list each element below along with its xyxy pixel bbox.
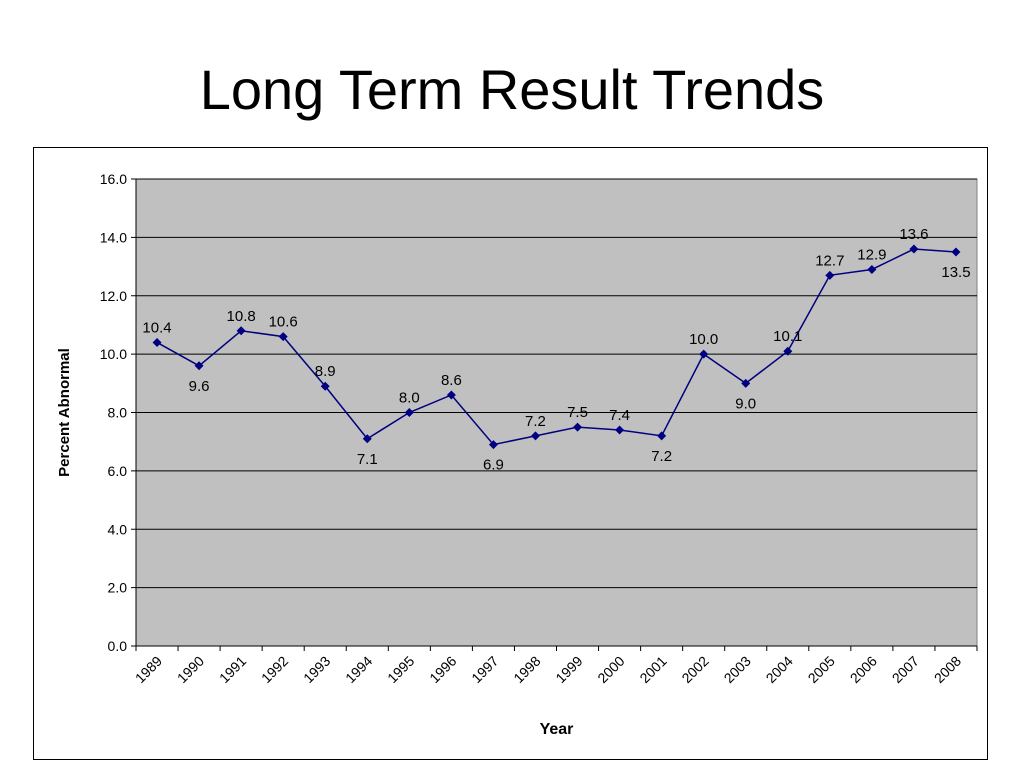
y-tick-label: 14.0: [100, 229, 127, 245]
x-tick-label: 1990: [174, 653, 207, 686]
x-tick-label: 2001: [636, 653, 669, 686]
data-point-marker: [909, 244, 919, 254]
y-tick-label: 8.0: [108, 405, 128, 421]
data-point-marker: [699, 349, 709, 359]
y-tick-label: 4.0: [108, 521, 128, 537]
data-point-marker: [867, 264, 877, 274]
y-tick-label: 10.0: [100, 346, 127, 362]
slide-title: Long Term Result Trends: [199, 58, 825, 121]
data-label: 10.6: [269, 314, 298, 331]
x-tick-label: 1993: [300, 653, 333, 686]
data-label: 10.1: [773, 328, 802, 345]
x-tick-label: 1998: [510, 653, 543, 686]
x-tick-label: 2000: [594, 653, 627, 686]
x-tick-label: 2002: [678, 653, 711, 686]
data-label: 12.9: [857, 246, 886, 263]
y-tick-label: 2.0: [108, 580, 128, 596]
x-axis-title: Year: [540, 721, 574, 738]
x-tick-label: 1999: [552, 653, 585, 686]
data-label: 10.8: [227, 308, 256, 325]
x-tick-label: 1996: [426, 653, 459, 686]
series-line: [156, 248, 957, 446]
data-label: 7.1: [357, 451, 378, 468]
chart-frame: 0.0 2.0 4.0 6.0 8.0 10.0 12.0 14.0 16.0 1989 1990 1…: [33, 147, 988, 760]
data-point-marker: [320, 381, 330, 391]
x-tick-label: 2004: [763, 653, 796, 686]
data-point-marker: [446, 390, 456, 400]
y-tick-label: 6.0: [108, 463, 128, 479]
data-label: 7.5: [567, 404, 588, 421]
data-point-marker: [236, 326, 246, 336]
data-point-marker: [825, 270, 835, 280]
x-tick-label: 1995: [384, 653, 417, 686]
x-tick-label: 2005: [805, 653, 838, 686]
data-point-marker: [404, 408, 414, 417]
data-label: 10.0: [689, 331, 718, 348]
x-tick-label: 1991: [216, 653, 249, 686]
data-point-marker: [488, 440, 498, 450]
x-tick-label: 1992: [258, 653, 291, 686]
data-label: 9.0: [735, 395, 756, 412]
data-point-marker: [657, 431, 667, 441]
data-label: 7.4: [609, 407, 630, 424]
data-label: 10.4: [142, 319, 171, 336]
y-tick-label: 0.0: [108, 638, 128, 654]
data-label: 6.9: [483, 457, 504, 474]
data-point-marker: [362, 434, 372, 444]
data-label: 12.7: [815, 252, 844, 269]
data-point-marker: [615, 425, 625, 435]
data-point-marker: [278, 332, 288, 342]
data-label: 8.9: [315, 363, 336, 380]
data-point-marker: [573, 422, 583, 432]
line-chart: 0.0 2.0 4.0 6.0 8.0 10.0 12.0 14.0 16.0 1989 1990 1…: [56, 171, 978, 738]
x-tick-label: 2006: [847, 653, 880, 686]
data-point-marker: [741, 378, 751, 388]
x-tick-label: 1989: [132, 653, 165, 686]
data-point-marker: [194, 361, 204, 371]
data-label: 9.6: [189, 378, 210, 395]
data-label: 7.2: [525, 413, 546, 430]
y-tick-label: 12.0: [100, 288, 127, 304]
data-label: 13.5: [941, 264, 970, 281]
x-tick-label: 2007: [889, 653, 922, 686]
y-tick-label: 16.0: [100, 171, 127, 187]
data-label: 7.2: [651, 448, 672, 465]
x-tick-label: 1994: [342, 653, 375, 686]
data-label: 13.6: [899, 226, 928, 243]
data-point-marker: [783, 346, 793, 356]
data-point-marker: [530, 431, 540, 441]
x-tick-label: 2003: [721, 653, 754, 686]
data-label: 8.0: [399, 390, 420, 407]
data-label: 8.6: [441, 372, 462, 389]
data-point-marker: [951, 247, 961, 257]
data-point-marker: [152, 337, 162, 347]
x-tick-label: 2008: [931, 653, 964, 686]
y-axis-title: Percent Abnormal: [56, 348, 73, 477]
x-tick-label: 1997: [468, 653, 501, 686]
